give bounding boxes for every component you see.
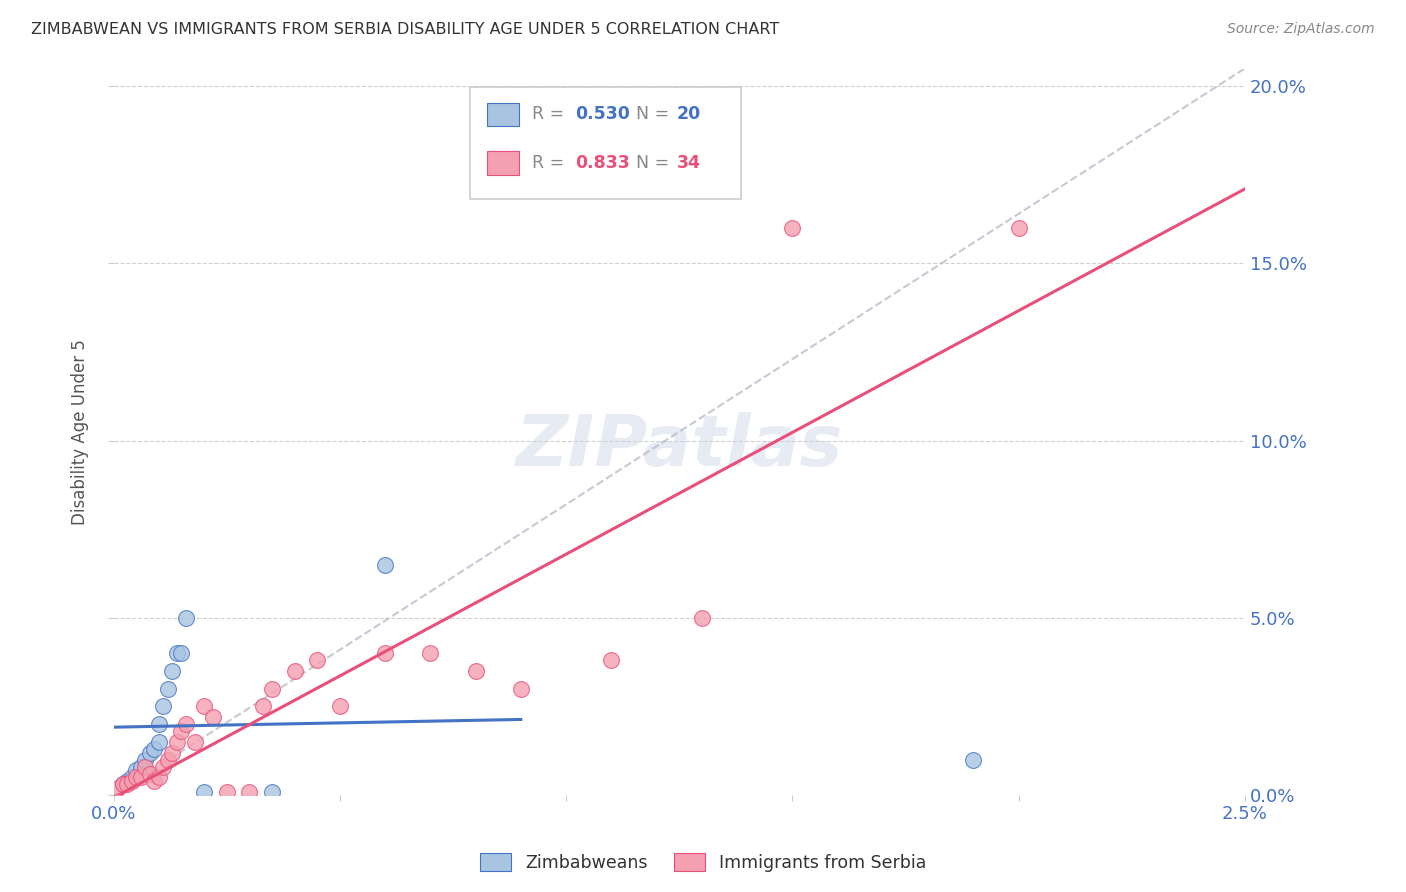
Point (782, 221, 804, 235)
Point (170, 646, 193, 660)
Text: ZIPatlas: ZIPatlas (516, 412, 842, 481)
Text: Source: ZipAtlas.com: Source: ZipAtlas.com (1227, 22, 1375, 37)
Point (134, 753, 156, 767)
Point (129, 770, 152, 784)
Point (148, 735, 170, 749)
Text: ZIMBABWEAN VS IMMIGRANTS FROM SERBIA DISABILITY AGE UNDER 5 CORRELATION CHART: ZIMBABWEAN VS IMMIGRANTS FROM SERBIA DIS… (31, 22, 779, 37)
Point (166, 735, 188, 749)
Legend: Zimbabweans, Immigrants from Serbia: Zimbabweans, Immigrants from Serbia (472, 847, 934, 879)
Point (1007, 221, 1029, 235)
Point (162, 664, 184, 678)
Text: R =: R = (531, 154, 569, 172)
Point (238, 784, 260, 798)
Point (125, 764, 148, 778)
Text: 0.833: 0.833 (575, 154, 630, 172)
Point (148, 717, 170, 731)
Text: N =: N = (624, 105, 675, 123)
Point (174, 611, 197, 625)
Text: N =: N = (624, 154, 675, 172)
Point (143, 742, 166, 756)
Point (174, 717, 197, 731)
Y-axis label: Disability Age Under 5: Disability Age Under 5 (72, 339, 89, 524)
Point (193, 784, 215, 798)
Point (202, 710, 225, 724)
Point (152, 699, 174, 714)
Point (111, 777, 134, 791)
Text: 0.530: 0.530 (575, 105, 630, 123)
Point (215, 784, 238, 798)
Point (184, 735, 207, 749)
Point (260, 681, 283, 696)
Point (252, 699, 274, 714)
Point (121, 773, 143, 788)
Point (107, 780, 129, 795)
Text: 20: 20 (676, 105, 702, 123)
Point (156, 753, 179, 767)
Point (156, 681, 179, 696)
Point (166, 646, 188, 660)
Point (111, 777, 134, 791)
Point (148, 770, 170, 784)
Point (115, 773, 138, 788)
Point (143, 773, 166, 788)
Point (139, 746, 162, 760)
Point (152, 760, 174, 774)
Point (464, 664, 486, 678)
Point (690, 611, 713, 625)
Point (193, 699, 215, 714)
Point (374, 646, 396, 660)
Point (121, 770, 143, 784)
Text: 34: 34 (676, 154, 702, 172)
Point (283, 664, 305, 678)
Point (374, 558, 396, 572)
Point (329, 699, 352, 714)
Point (115, 777, 138, 791)
FancyBboxPatch shape (486, 103, 519, 126)
Point (509, 681, 531, 696)
Point (134, 760, 156, 774)
FancyBboxPatch shape (470, 87, 741, 199)
Point (600, 653, 623, 667)
Point (170, 724, 193, 739)
Point (129, 760, 152, 774)
Point (307, 653, 329, 667)
FancyBboxPatch shape (486, 152, 519, 175)
Point (125, 770, 148, 784)
Point (260, 784, 283, 798)
Point (139, 766, 162, 780)
Point (419, 646, 441, 660)
Text: R =: R = (531, 105, 569, 123)
Point (962, 753, 984, 767)
Point (162, 746, 184, 760)
